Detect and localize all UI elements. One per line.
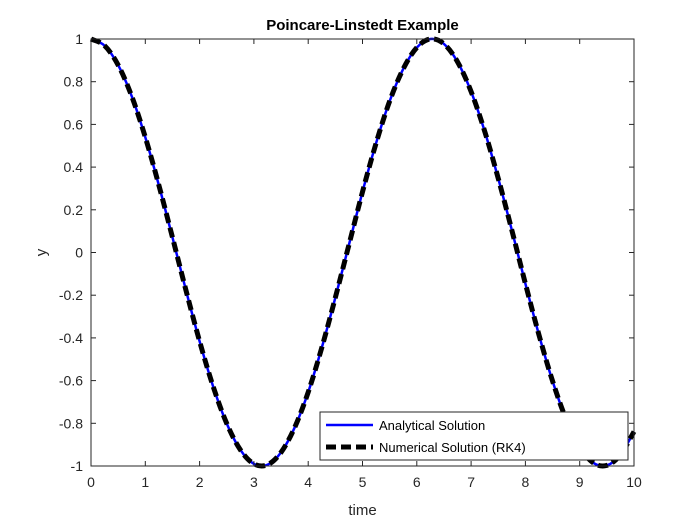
y-tick-label: -1 <box>71 458 84 474</box>
plot-area <box>91 39 634 466</box>
legend-label-analytical: Analytical Solution <box>379 418 485 433</box>
x-tick-label: 10 <box>626 474 642 490</box>
legend-label-numerical: Numerical Solution (RK4) <box>379 440 526 455</box>
legend: Analytical Solution Numerical Solution (… <box>319 411 629 461</box>
y-tick-label: -0.2 <box>59 287 83 303</box>
y-tick-label: 0.4 <box>64 159 84 175</box>
series-line-1 <box>89 36 637 469</box>
x-tick-label: 6 <box>413 474 421 490</box>
x-tick-label: 0 <box>87 474 95 490</box>
ticks-layer: 0 1 2 3 4 5 6 7 8 9 10 -1 -0.8 -0.6 -0.4 -0.2 0 0.2 0.4 0.6… <box>59 31 642 490</box>
y-tick-label: -0.4 <box>59 330 83 346</box>
x-axis-label: time <box>348 502 376 519</box>
y-tick-label: 0.2 <box>64 202 84 218</box>
y-tick-label: 0.6 <box>64 116 84 132</box>
y-tick-label: -0.8 <box>59 415 83 431</box>
x-tick-label: 3 <box>250 474 258 490</box>
y-tick-label: 0 <box>75 245 83 261</box>
y-tick-label: 0.8 <box>64 74 84 90</box>
chart-title: Poincare-Linstedt Example <box>266 17 459 34</box>
y-tick-label: 1 <box>75 31 83 47</box>
x-tick-label: 7 <box>467 474 475 490</box>
series-layer <box>89 36 637 469</box>
x-tick-label: 8 <box>522 474 530 490</box>
x-tick-label: 2 <box>196 474 204 490</box>
x-tick-label: 5 <box>359 474 367 490</box>
y-axis-label: y <box>33 248 50 256</box>
legend-box <box>319 411 629 461</box>
x-tick-label: 4 <box>304 474 312 490</box>
x-tick-label: 1 <box>141 474 149 490</box>
y-tick-label: -0.6 <box>59 373 83 389</box>
x-tick-label: 9 <box>576 474 584 490</box>
